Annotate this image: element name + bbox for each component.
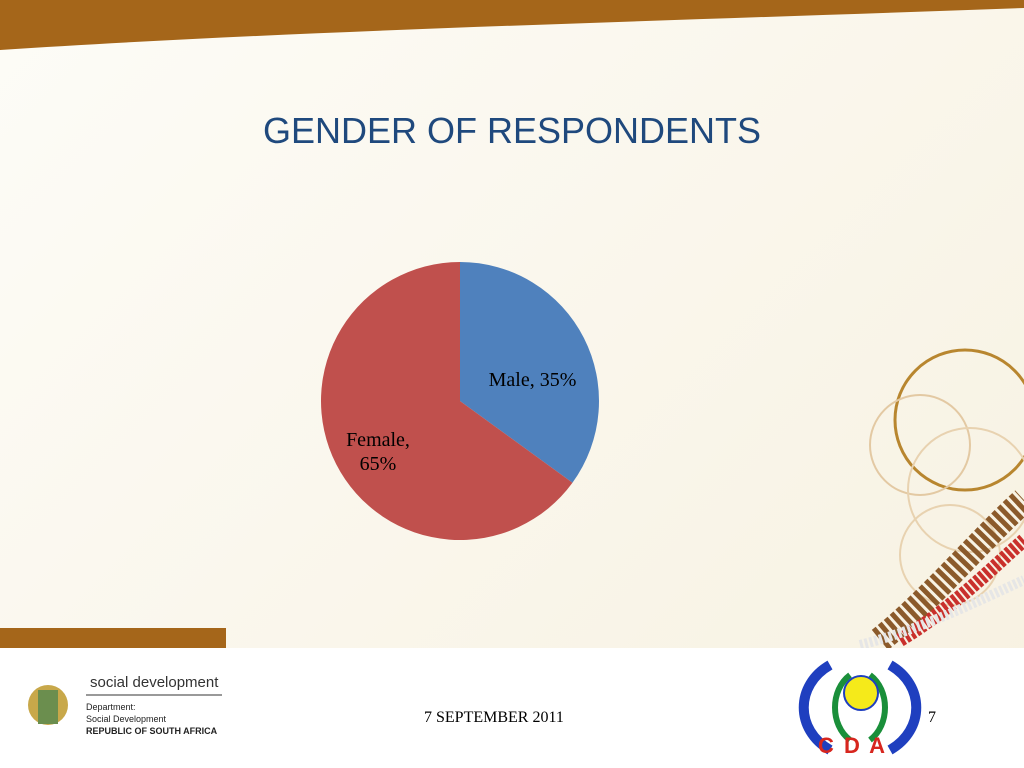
- footer-date: 7 SEPTEMBER 2011: [424, 709, 564, 726]
- pie-slice: [320, 262, 573, 540]
- data-label: Female, 65%: [346, 429, 410, 475]
- data-label: Male, 35%: [488, 369, 577, 391]
- page-number: 7: [928, 709, 936, 726]
- department-line: Department:: [86, 702, 136, 712]
- chart-title: GENDER OF RESPONDENTS: [262, 110, 762, 151]
- department-line: Social Development: [86, 714, 167, 724]
- logo-title: social development: [90, 674, 219, 691]
- department-line: REPUBLIC OF SOUTH AFRICA: [86, 726, 218, 736]
- cda-logo-text: C D A: [818, 733, 888, 758]
- pie-slice: [460, 262, 599, 483]
